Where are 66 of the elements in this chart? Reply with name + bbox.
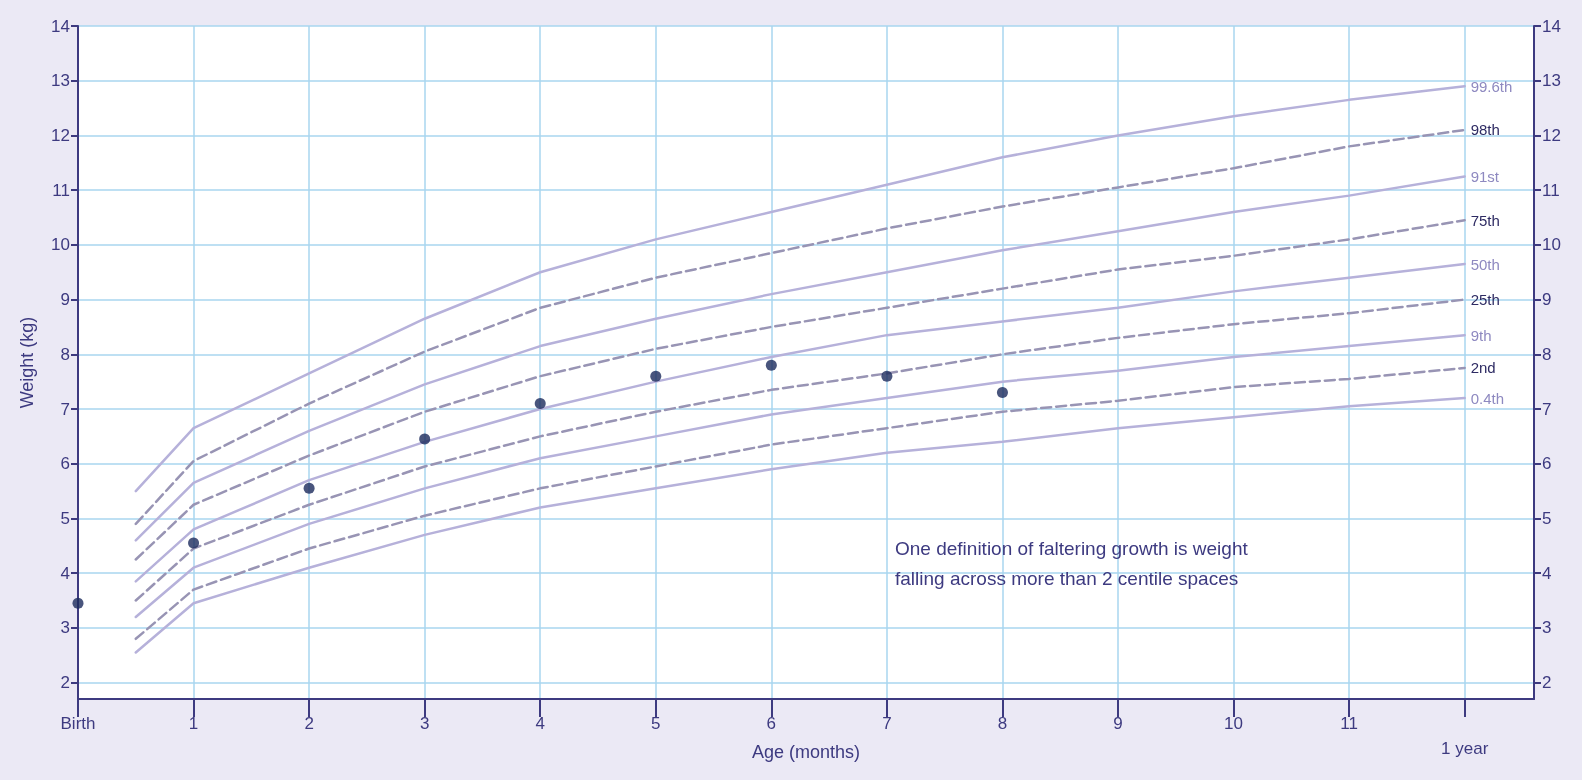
x-tick-label: 8	[997, 713, 1008, 733]
x-tick-label: 4	[535, 713, 545, 733]
x-tick-label: 9	[1113, 713, 1123, 733]
point	[881, 370, 893, 382]
series-label: 9th	[1470, 326, 1492, 344]
y-tick-label: 8	[60, 344, 70, 364]
y2-tick-label: 7	[1542, 399, 1552, 419]
y2-tick-label: 12	[1542, 125, 1561, 145]
y2-tick-label: 14	[1542, 16, 1561, 36]
y-tick-label: 4	[60, 563, 70, 583]
y2-tick-label: 5	[1542, 508, 1552, 528]
series-label: 75th	[1470, 211, 1500, 229]
y-axis-title: Weight (kg)	[17, 316, 37, 409]
y-tick-label: 13	[51, 71, 70, 91]
y-tick-label: 9	[60, 290, 70, 310]
point	[996, 387, 1008, 399]
x-tick-label: 5	[651, 713, 661, 733]
x-axis-title: Age (months)	[751, 742, 861, 762]
x-tick-label: 7	[882, 713, 892, 733]
y-tick-label: 10	[51, 235, 70, 255]
x-tick-label: 10	[1224, 713, 1244, 733]
text: 1 year	[1441, 739, 1489, 758]
y2-tick-label: 9	[1542, 290, 1552, 310]
y-tick-label: 5	[60, 508, 70, 528]
y2-tick-label: 13	[1542, 71, 1561, 91]
y-tick-label: 2	[60, 673, 70, 693]
point	[419, 433, 431, 445]
point	[534, 398, 546, 410]
x-tick-label: Birth	[60, 713, 96, 733]
series-label: 99.6th	[1470, 77, 1513, 95]
y-tick-label: 12	[51, 125, 70, 145]
y-tick-label: 7	[60, 399, 70, 419]
line-series	[134, 333, 1466, 619]
y-tick-label: 3	[60, 618, 70, 638]
y2-tick-label: 8	[1542, 344, 1552, 364]
line-series	[134, 128, 1466, 526]
series-label: 25th	[1470, 291, 1500, 309]
y2-tick-label: 3	[1542, 618, 1552, 638]
y2-tick-label: 11	[1542, 180, 1560, 200]
point	[765, 359, 777, 371]
x-tick-label: 3	[419, 713, 430, 733]
y2-tick-label: 6	[1542, 454, 1552, 474]
point	[72, 597, 84, 609]
point	[188, 537, 200, 549]
y2-tick-label: 4	[1542, 563, 1552, 583]
y2-tick-label: 10	[1542, 235, 1561, 255]
series-label: 0.4th	[1470, 389, 1505, 407]
point	[650, 370, 662, 382]
x-tick-label: 11	[1340, 713, 1358, 733]
series-label: 2nd	[1470, 359, 1496, 377]
series-label: 98th	[1470, 121, 1500, 139]
line-series	[134, 298, 1466, 602]
x-tick-label: 6	[766, 713, 777, 733]
y-tick-label: 6	[60, 454, 70, 474]
series-label: 91st	[1470, 167, 1500, 185]
point	[303, 482, 315, 494]
y2-tick-label: 2	[1542, 673, 1552, 693]
annotation: One definition of faltering growth is weight falling across more than 2 centile spaces	[895, 537, 1249, 589]
x-tick-label: 2	[304, 713, 314, 733]
y-tick-label: 11	[52, 180, 70, 200]
x-tick-label: 1	[188, 713, 199, 733]
line-series	[134, 218, 1466, 561]
line-series	[134, 84, 1466, 493]
line-series	[134, 175, 1466, 542]
series-label: 50th	[1470, 255, 1500, 273]
y-tick-label: 14	[51, 16, 70, 36]
